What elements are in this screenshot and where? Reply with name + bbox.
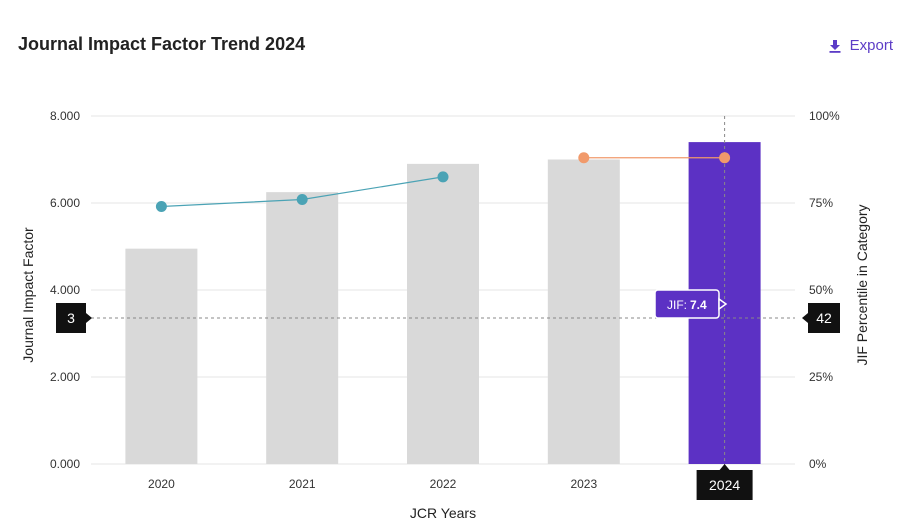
tooltip-pointer [718,297,728,311]
y2-tick-label: 75% [809,196,833,210]
crosshair-bottom-pointer [719,464,730,470]
y-axis-title: Journal Impact Factor [20,227,36,363]
tooltip-value: 7.4 [690,298,707,312]
crosshair-left-value: 3 [67,310,75,326]
crosshair-left-box [56,303,86,333]
bar-2020 [125,248,198,464]
percentile-point-2021 [296,194,308,206]
x-tick-label: 2021 [289,477,316,491]
y2-tick-label: 100% [809,109,840,123]
bar-2023 [547,159,620,464]
bar-2022 [407,163,479,464]
download-icon [829,39,841,53]
percentile-point-2020 [155,200,167,212]
percentile-point-2022 [437,171,449,183]
page-title: Journal Impact Factor Trend 2024 [18,34,306,54]
tooltip-label: JIF: [667,298,687,312]
crosshair-left-pointer [86,313,92,323]
x-tick-label-highlight: 2024 [709,477,740,493]
percentile-point-2023 [578,152,590,164]
y-tick-label: 0.000 [50,457,80,471]
bar-2021 [266,192,339,464]
crosshair-right-box [808,303,840,333]
y2-tick-label: 0% [809,457,827,471]
y-tick-label: 2.000 [50,370,80,384]
tooltip-box [654,289,720,319]
y-tick-label: 4.000 [50,283,80,297]
x-tick-label: 2020 [148,477,175,491]
y2-tick-label: 25% [809,370,833,384]
crosshair-right-pointer [802,313,808,323]
y-tick-label: 8.000 [50,109,80,123]
export-label: Export [849,37,893,54]
x-tick-label: 2023 [570,477,597,491]
crosshair-bottom-box [696,470,753,500]
export-button[interactable]: Export [828,37,893,54]
x-tick-label: 2022 [430,477,457,491]
y2-axis-title: JIF Percentile in Category [854,204,870,365]
crosshair-right-value: 42 [816,310,832,326]
x-axis-title: JCR Years [410,505,476,521]
percentile-point-2024 [719,152,731,164]
y2-tick-label: 50% [809,283,833,297]
y-tick-label: 6.000 [50,196,80,210]
